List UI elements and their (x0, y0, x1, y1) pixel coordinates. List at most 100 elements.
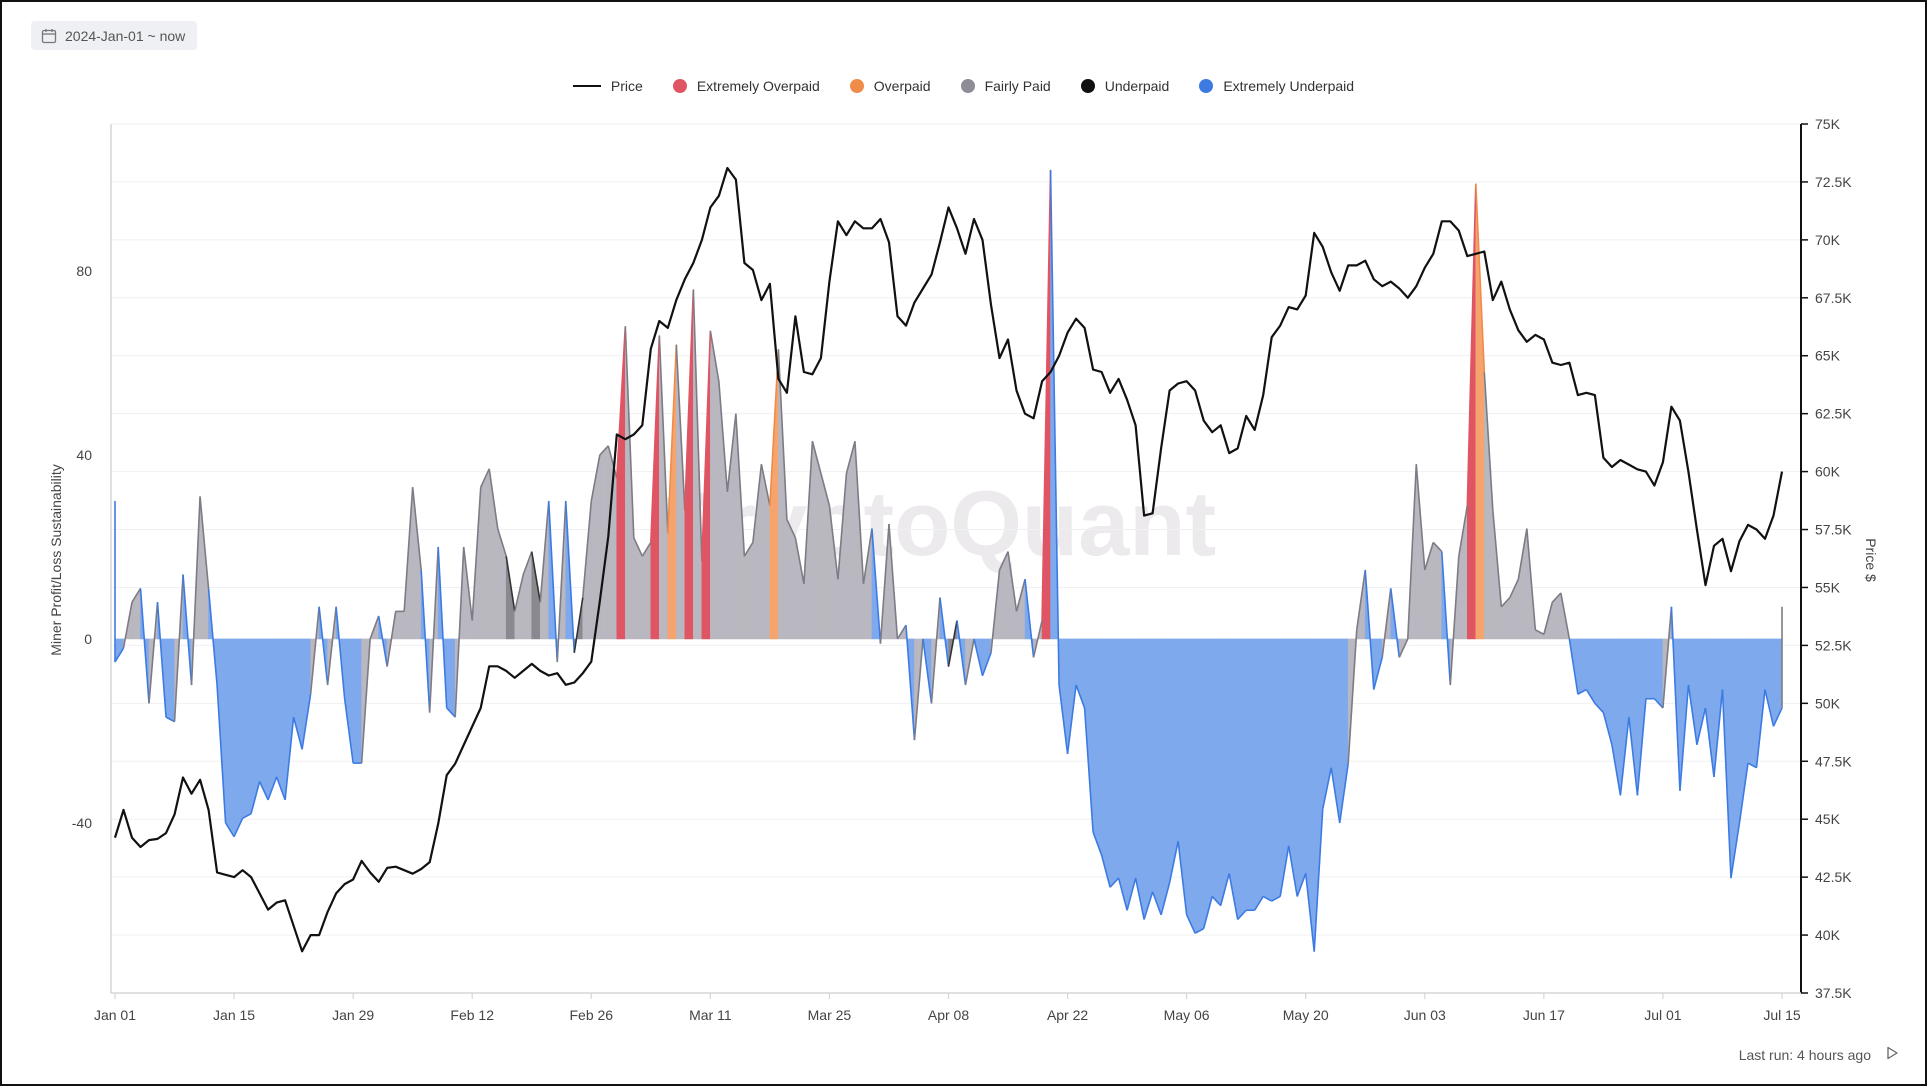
y-right-tick-label: 55K (1815, 579, 1841, 595)
legend-item-extremely-underpaid[interactable]: Extremely Underpaid (1199, 78, 1354, 94)
sustainability-edge-f (488, 468, 499, 529)
sustainability-edge-u (505, 556, 516, 612)
sustainability-edge-f (1415, 464, 1426, 571)
sustainability-edge-f (428, 546, 439, 713)
sustainability-edge-eu (1738, 762, 1749, 823)
sustainability-area-eu (1245, 638, 1255, 911)
sustainability-edge-f (1015, 578, 1026, 612)
sustainability-edge-eu (139, 588, 150, 704)
x-tick-label: May 20 (1283, 1007, 1329, 1023)
legend-item-underpaid[interactable]: Underpaid (1080, 78, 1169, 94)
sustainability-edge-f (581, 500, 593, 598)
sustainability-area-eu (242, 638, 252, 819)
sustainability-area-f (718, 381, 728, 640)
play-icon[interactable] (1885, 1046, 1899, 1063)
sustainability-edge-eu (1577, 688, 1587, 695)
x-tick-label: Jan 15 (213, 1007, 255, 1023)
sustainability-edge-eu (1202, 896, 1213, 929)
sustainability-edge-f (199, 496, 210, 589)
sustainability-edge-eu (233, 817, 244, 838)
sustainability-edge-f (522, 551, 533, 575)
sustainability-edge-f (845, 441, 856, 474)
sustainability-edges (114, 169, 1783, 952)
sustainability-edge-eu (1083, 707, 1094, 833)
sustainability-edge-f (998, 551, 1009, 571)
sustainability-area-eu (267, 638, 277, 801)
sustainability-edge-eu (1611, 744, 1622, 796)
x-tick-label: Apr 22 (1047, 1007, 1088, 1023)
sustainability-edge-eu (343, 698, 354, 764)
date-range-picker[interactable]: 2024-Jan-01 ~ now (31, 21, 198, 50)
sustainability-edge-eu (216, 684, 227, 823)
y-left-tick-label: -40 (72, 815, 92, 831)
legend-item-price[interactable]: Price (572, 78, 643, 94)
legend-dot-marker (849, 79, 864, 93)
sustainability-edge-eu (1262, 895, 1273, 902)
sustainability-edge-eu (284, 717, 295, 800)
sustainability-edge-eu (114, 647, 125, 663)
sustainability-edge-u (573, 597, 584, 653)
x-tick-label: Feb 12 (450, 1007, 494, 1023)
sustainability-edge-eu (1713, 689, 1724, 777)
sustainability-edge-f (862, 528, 873, 584)
sustainability-edge-eu (564, 500, 576, 653)
legend-label: Extremely Underpaid (1223, 78, 1355, 94)
sustainability-edge-eu (922, 638, 933, 704)
sustainability-edge-eu (1321, 767, 1333, 810)
legend-item-overpaid[interactable]: Overpaid (849, 78, 931, 94)
legend-item-extremely-overpaid[interactable]: Extremely Overpaid (672, 78, 820, 94)
sustainability-edge-f (1526, 528, 1537, 630)
sustainability-area-eu (1594, 638, 1604, 713)
sustainability-edge-f (1381, 588, 1392, 658)
sustainability-edge-f (1551, 592, 1562, 603)
sustainability-edge-f (1424, 542, 1435, 571)
y-right-tick-label: 45K (1815, 811, 1841, 827)
sustainability-area-eu (1262, 638, 1272, 902)
sustainability-edge-eu (377, 615, 388, 667)
sustainability-edge-eu (1160, 882, 1171, 916)
sustainability-area-eu (1764, 638, 1774, 727)
sustainability-edge-eu (1585, 689, 1596, 704)
legend-item-fairly-paid[interactable]: Fairly Paid (960, 78, 1051, 94)
sustainability-edge-f (1534, 629, 1545, 636)
sustainability-area-f (642, 542, 652, 640)
y-right-tick-label: 70K (1815, 232, 1841, 248)
sustainability-edge-f (454, 546, 465, 718)
legend-label: Price (610, 78, 643, 94)
sustainability-edge-f (403, 487, 414, 612)
sustainability-edge-eu (1075, 684, 1086, 709)
sustainability-edge-f (811, 441, 822, 474)
sustainability-edge-eu (207, 588, 218, 686)
sustainability-edge-eu (1670, 606, 1681, 791)
sustainability-edge-eu (1279, 845, 1290, 897)
sustainability-edge-f (1662, 606, 1673, 708)
y-right-tick-label: 57.5K (1815, 522, 1852, 538)
sustainability-edge-eu (1185, 914, 1196, 934)
sustainability-edge-f (539, 500, 550, 603)
sustainability-edge-eu (1126, 877, 1137, 911)
sustainability-edge-f (777, 349, 788, 520)
x-tick-label: Mar 11 (689, 1007, 732, 1023)
sustainability-edge-eu (242, 812, 252, 819)
sustainability-edge-eu (1304, 873, 1316, 952)
sustainability-edge-eu (1568, 638, 1579, 695)
sustainability-edge-eu (1151, 891, 1162, 916)
sustainability-edge-eu (156, 602, 167, 718)
sustainability-edge-eu (275, 776, 286, 801)
sustainability-area-f (786, 519, 796, 640)
calendar-icon (41, 28, 57, 44)
y-left-tick-label: 0 (84, 631, 92, 647)
price-line (113, 166, 1784, 953)
sustainability-edge-eu (981, 652, 992, 677)
sustainability-edge-eu (1287, 845, 1298, 897)
sustainability-area-eu (352, 638, 362, 764)
sustainability-edge-f (718, 381, 729, 492)
sustainability-edge-f (599, 445, 609, 456)
sustainability-edge-eu (1602, 712, 1613, 745)
sustainability-edge-eu (1696, 707, 1707, 745)
x-tick-label: Jul 01 (1644, 1007, 1682, 1023)
sustainability-edge-eu (1755, 689, 1766, 768)
sustainability-edge-eu (1364, 569, 1375, 690)
sustainability-edge-f (633, 537, 644, 557)
sustainability-edge-eu (1254, 896, 1264, 911)
